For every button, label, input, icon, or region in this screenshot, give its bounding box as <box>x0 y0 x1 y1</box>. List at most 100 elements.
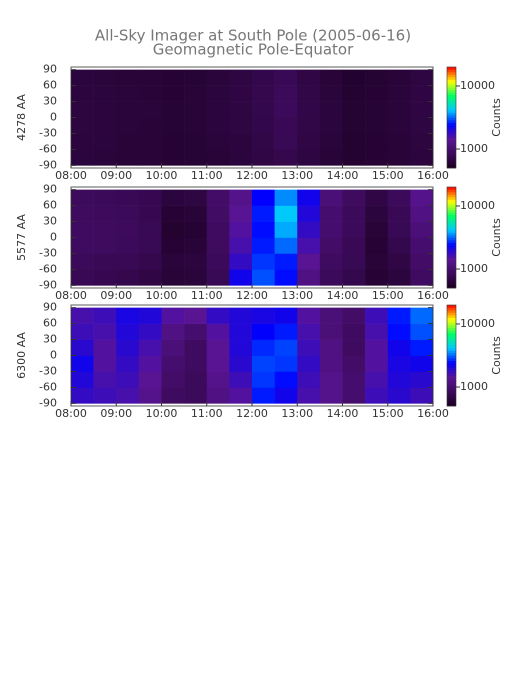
heat-cell <box>274 221 298 238</box>
colorbar-step <box>447 122 456 126</box>
heat-cell <box>297 133 321 150</box>
heat-cell <box>71 237 94 254</box>
heat-cell <box>138 339 162 356</box>
colorbar-step <box>447 330 456 334</box>
heat-cell <box>71 387 94 404</box>
heat-cell <box>229 133 253 150</box>
colorbar-step <box>447 187 456 190</box>
heat-cell <box>274 117 298 134</box>
heat-cell <box>229 387 253 404</box>
colorbar-step <box>447 312 456 316</box>
colorbar-step <box>447 358 456 361</box>
heat-cell <box>342 323 366 340</box>
heat-cell <box>116 133 140 150</box>
heat-cell <box>297 117 321 134</box>
heat-cell <box>342 117 366 134</box>
heat-cell <box>319 69 343 86</box>
heat-cell <box>319 85 343 102</box>
heat-cell <box>138 221 162 238</box>
heat-cell <box>206 339 230 356</box>
heat-cell <box>365 237 389 254</box>
y-tick-label: -90 <box>39 158 57 171</box>
heat-cell <box>161 253 185 270</box>
colorbar-frame <box>446 186 457 289</box>
colorbar-step <box>447 234 456 238</box>
colorbar-step <box>447 242 456 246</box>
colorbar-step <box>447 310 456 313</box>
colorbar-step <box>447 337 456 341</box>
heat-cell <box>387 253 411 270</box>
heat-cell <box>410 189 434 206</box>
colorbar-step <box>447 217 456 221</box>
heat-cell <box>365 323 389 340</box>
colorbar-step <box>447 327 456 331</box>
heat-cell <box>410 101 434 118</box>
heat-cell <box>319 269 343 286</box>
colorbar-tick-label: 10000 <box>460 79 495 92</box>
colorbar-step <box>447 150 456 154</box>
heat-cell <box>229 355 253 372</box>
colorbar-step <box>447 69 456 73</box>
heat-cell <box>252 339 275 356</box>
colorbar-step <box>447 395 456 399</box>
heat-cell <box>319 205 343 222</box>
colorbar-step <box>447 209 456 213</box>
y-tick-label: -90 <box>39 396 57 409</box>
heat-cell <box>410 339 434 356</box>
heat-cell <box>365 387 389 404</box>
y-tick-label: 60 <box>43 317 57 330</box>
heat-cell <box>274 253 298 270</box>
colorbar-step <box>447 245 456 248</box>
heat-cell <box>206 69 230 86</box>
colorbar-step <box>447 112 456 116</box>
colorbar-step <box>447 92 456 96</box>
heat-cell <box>71 189 94 206</box>
heat-cell <box>274 133 298 150</box>
colorbar-step <box>447 385 456 389</box>
heat-cell <box>319 117 343 134</box>
heat-cell <box>184 269 208 286</box>
colorbar-step <box>447 315 456 318</box>
heat-cell <box>387 371 411 388</box>
heat-cell <box>387 387 411 404</box>
y-tick-label: -30 <box>39 126 57 139</box>
heat-cell <box>387 117 411 134</box>
colorbar-step <box>447 342 456 346</box>
heat-cell <box>410 253 434 270</box>
heat-cell <box>365 253 389 270</box>
colorbar-tick-label: 10000 <box>460 317 495 330</box>
heat-cell <box>319 101 343 118</box>
heat-cell <box>161 133 185 150</box>
heat-cell <box>365 355 389 372</box>
heat-cell <box>71 323 94 340</box>
heat-cell <box>252 85 275 102</box>
colorbar-step <box>447 270 456 274</box>
heat-cell <box>274 237 298 254</box>
heat-cell <box>206 85 230 102</box>
heat-cell <box>229 339 253 356</box>
heat-cell <box>184 85 208 102</box>
heat-cell <box>93 269 117 286</box>
colorbar-step <box>447 375 456 379</box>
heat-cell <box>319 237 343 254</box>
heat-cell <box>116 387 140 404</box>
x-tick-label: 10:00 <box>146 289 178 302</box>
heat-cell <box>184 307 208 324</box>
colorbar-step <box>447 192 456 195</box>
heat-cell <box>410 205 434 222</box>
heat-cell <box>297 269 321 286</box>
x-tick-label: 11:00 <box>191 289 223 302</box>
heat-cell <box>93 339 117 356</box>
heat-cell <box>229 117 253 134</box>
heat-cell <box>184 355 208 372</box>
y-tick-label: -30 <box>39 246 57 259</box>
heat-cell <box>206 387 230 404</box>
heat-cell <box>252 371 275 388</box>
colorbar-step <box>447 247 456 251</box>
heat-cell <box>387 307 411 324</box>
heat-cell <box>342 149 366 166</box>
heat-cell <box>229 101 253 118</box>
heat-cell <box>229 253 253 270</box>
heat-cell <box>71 221 94 238</box>
heat-cell <box>410 221 434 238</box>
